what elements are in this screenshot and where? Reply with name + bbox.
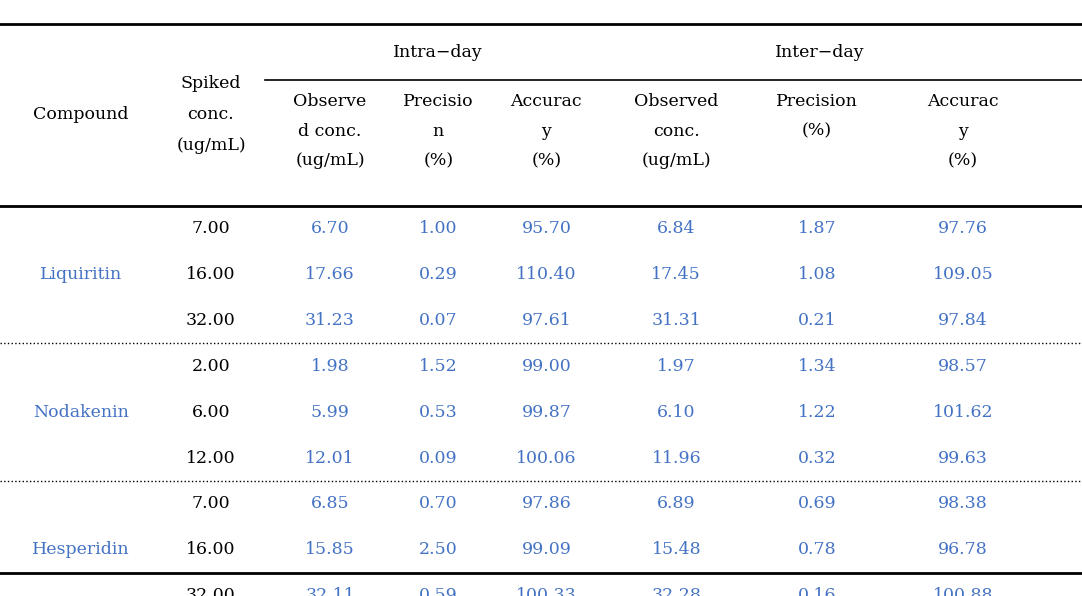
Text: Hesperidin: Hesperidin xyxy=(32,541,130,558)
Text: 12.00: 12.00 xyxy=(186,449,236,467)
Text: 99.00: 99.00 xyxy=(522,358,571,375)
Text: 2.00: 2.00 xyxy=(192,358,230,375)
Text: Observe: Observe xyxy=(293,93,367,110)
Text: (%): (%) xyxy=(423,153,453,169)
Text: y: y xyxy=(958,123,968,139)
Text: 97.76: 97.76 xyxy=(938,220,988,237)
Text: 17.66: 17.66 xyxy=(305,266,355,283)
Text: d conc.: d conc. xyxy=(299,123,361,139)
Text: 100.88: 100.88 xyxy=(933,587,993,596)
Text: (%): (%) xyxy=(802,123,832,139)
Text: Liquiritin: Liquiritin xyxy=(40,266,122,283)
Text: 1.87: 1.87 xyxy=(797,220,836,237)
Text: (%): (%) xyxy=(531,153,562,169)
Text: 95.70: 95.70 xyxy=(522,220,571,237)
Text: 31.31: 31.31 xyxy=(651,312,701,329)
Text: (ug/mL): (ug/mL) xyxy=(295,153,365,169)
Text: conc.: conc. xyxy=(652,123,700,139)
Text: 31.23: 31.23 xyxy=(305,312,355,329)
Text: (ug/mL): (ug/mL) xyxy=(176,137,246,154)
Text: 99.87: 99.87 xyxy=(522,403,571,421)
Text: 32.00: 32.00 xyxy=(186,312,236,329)
Text: 11.96: 11.96 xyxy=(651,449,701,467)
Text: 97.61: 97.61 xyxy=(522,312,571,329)
Text: 32.28: 32.28 xyxy=(651,587,701,596)
Text: Intra−day: Intra−day xyxy=(394,44,483,61)
Text: Nodakenin: Nodakenin xyxy=(34,403,129,421)
Text: 0.29: 0.29 xyxy=(419,266,458,283)
Text: 100.06: 100.06 xyxy=(516,449,577,467)
Text: Precision: Precision xyxy=(776,93,858,110)
Text: 99.63: 99.63 xyxy=(938,449,988,467)
Text: 17.45: 17.45 xyxy=(651,266,701,283)
Text: 1.22: 1.22 xyxy=(797,403,836,421)
Text: 0.59: 0.59 xyxy=(419,587,458,596)
Text: 1.97: 1.97 xyxy=(657,358,696,375)
Text: 0.09: 0.09 xyxy=(419,449,458,467)
Text: Precisio: Precisio xyxy=(403,93,474,110)
Text: 16.00: 16.00 xyxy=(186,266,236,283)
Text: Accurac: Accurac xyxy=(927,93,999,110)
Text: 0.53: 0.53 xyxy=(419,403,458,421)
Text: 96.78: 96.78 xyxy=(938,541,988,558)
Text: 6.70: 6.70 xyxy=(311,220,349,237)
Text: 12.01: 12.01 xyxy=(305,449,355,467)
Text: 6.89: 6.89 xyxy=(657,495,696,513)
Text: 98.38: 98.38 xyxy=(938,495,988,513)
Text: 32.11: 32.11 xyxy=(305,587,355,596)
Text: 6.85: 6.85 xyxy=(311,495,349,513)
Text: 0.70: 0.70 xyxy=(419,495,458,513)
Text: 6.10: 6.10 xyxy=(657,403,696,421)
Text: 0.32: 0.32 xyxy=(797,449,836,467)
Text: conc.: conc. xyxy=(187,106,235,123)
Text: 98.57: 98.57 xyxy=(938,358,988,375)
Text: (%): (%) xyxy=(948,153,978,169)
Text: 110.40: 110.40 xyxy=(516,266,577,283)
Text: 32.00: 32.00 xyxy=(186,587,236,596)
Text: 1.00: 1.00 xyxy=(419,220,458,237)
Text: 0.21: 0.21 xyxy=(797,312,836,329)
Text: 1.98: 1.98 xyxy=(311,358,349,375)
Text: 0.78: 0.78 xyxy=(797,541,836,558)
Text: 97.86: 97.86 xyxy=(522,495,571,513)
Text: Inter−day: Inter−day xyxy=(775,44,865,61)
Text: 6.84: 6.84 xyxy=(657,220,696,237)
Text: 109.05: 109.05 xyxy=(933,266,993,283)
Text: 0.16: 0.16 xyxy=(797,587,836,596)
Text: 16.00: 16.00 xyxy=(186,541,236,558)
Text: (ug/mL): (ug/mL) xyxy=(642,153,711,169)
Text: Accurac: Accurac xyxy=(511,93,582,110)
Text: 99.09: 99.09 xyxy=(522,541,571,558)
Text: 101.62: 101.62 xyxy=(933,403,993,421)
Text: 1.34: 1.34 xyxy=(797,358,836,375)
Text: 7.00: 7.00 xyxy=(192,495,230,513)
Text: 6.00: 6.00 xyxy=(192,403,230,421)
Text: n: n xyxy=(433,123,444,139)
Text: 0.69: 0.69 xyxy=(797,495,836,513)
Text: 15.48: 15.48 xyxy=(651,541,701,558)
Text: 1.08: 1.08 xyxy=(797,266,836,283)
Text: 1.52: 1.52 xyxy=(419,358,458,375)
Text: 2.50: 2.50 xyxy=(419,541,458,558)
Text: y: y xyxy=(541,123,552,139)
Text: Compound: Compound xyxy=(34,106,129,123)
Text: 97.84: 97.84 xyxy=(938,312,988,329)
Text: 100.33: 100.33 xyxy=(516,587,577,596)
Text: 7.00: 7.00 xyxy=(192,220,230,237)
Text: 5.99: 5.99 xyxy=(311,403,349,421)
Text: 15.85: 15.85 xyxy=(305,541,355,558)
Text: Spiked: Spiked xyxy=(181,75,241,92)
Text: Observed: Observed xyxy=(634,93,718,110)
Text: 0.07: 0.07 xyxy=(419,312,458,329)
